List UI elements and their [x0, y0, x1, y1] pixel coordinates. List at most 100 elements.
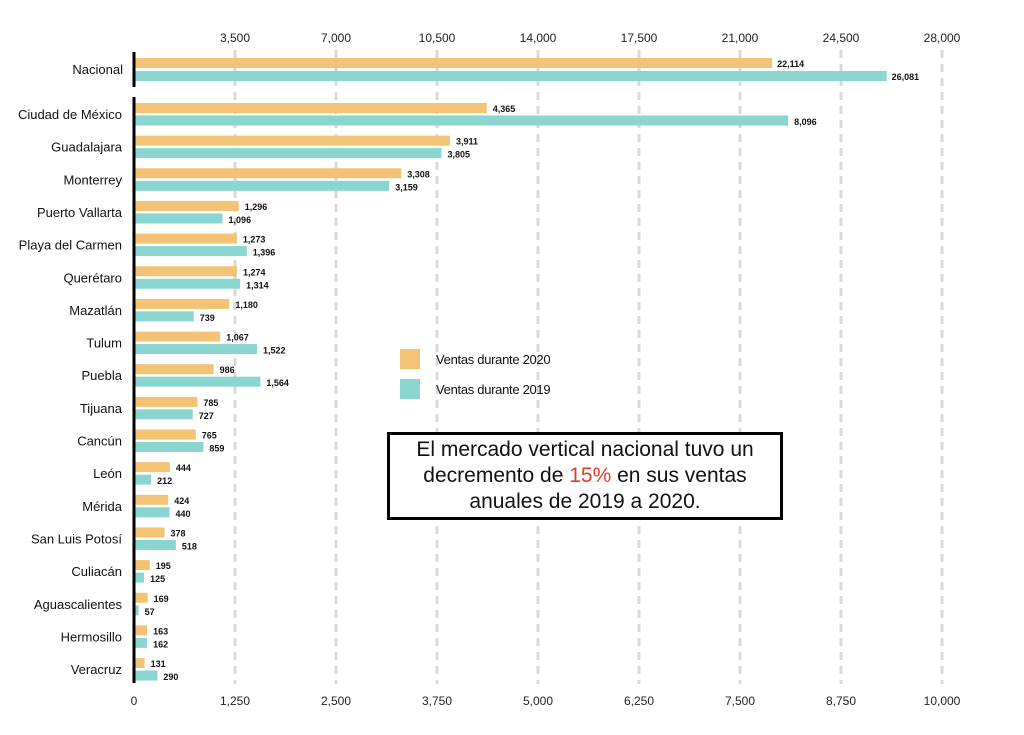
value-label-2020: 169 [154, 594, 169, 604]
bar-2019 [134, 637, 148, 648]
value-label-nacional-2020: 22,114 [777, 59, 804, 69]
bar-2019 [134, 246, 247, 257]
value-label-2020: 195 [156, 561, 171, 571]
top-tick-label: 24,500 [823, 31, 860, 45]
top-tick-label: 14,000 [520, 31, 557, 45]
value-label-2020: 785 [203, 398, 218, 408]
value-label-2019: 727 [199, 411, 214, 421]
value-label-2020: 1,180 [235, 300, 258, 310]
bar-2020 [134, 200, 239, 211]
bar-2020 [134, 462, 170, 473]
bar-2020 [134, 364, 214, 375]
value-label-2020: 1,273 [243, 235, 266, 245]
bar-2019 [134, 376, 261, 387]
bar-2019 [134, 213, 223, 224]
category-label: Mérida [82, 499, 123, 514]
bar-nacional-2019 [134, 71, 887, 81]
value-label-2020: 131 [151, 659, 166, 669]
value-label-2020: 3,911 [456, 137, 478, 147]
bar-2020 [134, 331, 221, 342]
top-tick-label: 7,000 [321, 31, 351, 45]
bottom-axis-ticks: 0 1,250 2,500 3,750 5,000 6,250 7,500 8,750 10,0… [131, 694, 961, 708]
bar-2020 [134, 429, 196, 440]
annotation-box: El mercado vertical nacional tuvo un dec… [387, 432, 783, 520]
bar-2020 [134, 560, 150, 571]
value-label-2019: 3,159 [395, 182, 418, 192]
bar-2020 [134, 494, 169, 505]
annotation-text-after: en sus ventas anuales de 2019 a 2020. [469, 464, 747, 513]
value-label-2020: 1,296 [245, 202, 268, 212]
bar-2019 [134, 605, 139, 616]
value-label-2019: 1,522 [263, 346, 286, 356]
bar-2020 [134, 135, 451, 146]
category-label: Hermosillo [61, 629, 122, 644]
bar-2020 [134, 592, 148, 603]
value-label-2020: 765 [202, 431, 217, 441]
value-label-2019: 1,096 [229, 215, 252, 225]
bar-2020 [134, 168, 402, 179]
value-label-2019: 440 [176, 509, 191, 519]
annotation-text-before: El mercado vertical nacional tuvo un dec… [416, 438, 754, 487]
value-label-2020: 986 [220, 365, 235, 375]
value-label-2019: 518 [182, 541, 197, 551]
value-label-2020: 4,365 [493, 104, 516, 114]
value-label-2019: 212 [157, 476, 172, 486]
category-label: Puebla [82, 368, 123, 383]
category-label: Guadalajara [51, 140, 123, 155]
bar-2020 [134, 625, 148, 636]
bottom-tick-label: 5,000 [523, 694, 553, 708]
value-label-2020: 1,274 [243, 267, 266, 277]
bar-2019 [134, 344, 257, 355]
category-label: Playa del Carmen [19, 238, 122, 253]
bar-2019 [134, 572, 145, 583]
bar-2019 [134, 278, 241, 289]
bar-2020 [134, 103, 487, 113]
bars: 22,114 26,081 4,365 8,096 3,911 3,805 3,308 3,1… [134, 58, 919, 682]
category-label: Monterrey [63, 172, 122, 187]
value-label-2019: 125 [150, 574, 165, 584]
category-label-nacional: Nacional [72, 62, 123, 77]
value-label-nacional-2019: 26,081 [892, 72, 920, 82]
bar-nacional-2020 [134, 58, 773, 68]
value-label-2020: 444 [176, 463, 191, 473]
bar-2019 [134, 409, 193, 420]
value-label-2019: 3,805 [447, 150, 470, 160]
category-labels: Nacional Ciudad de México Guadalajara Monte… [18, 62, 123, 677]
value-label-2019: 8,096 [794, 117, 817, 127]
bottom-tick-label: 10,000 [924, 694, 961, 708]
category-label: Cancún [77, 434, 122, 449]
value-label-2019: 290 [163, 672, 178, 682]
bar-2020 [134, 658, 145, 669]
category-label: Querétaro [63, 270, 122, 285]
top-tick-label: 10,500 [419, 31, 456, 45]
bottom-tick-label: 1,250 [220, 694, 250, 708]
value-label-2020: 424 [174, 496, 189, 506]
annotation-highlight: 15% [569, 464, 612, 487]
bar-2019 [134, 180, 390, 191]
top-tick-label: 17,500 [621, 31, 658, 45]
value-label-2020: 3,308 [407, 169, 430, 179]
bar-2019 [134, 115, 789, 126]
bottom-tick-label: 8,750 [826, 694, 856, 708]
category-label: León [93, 466, 122, 481]
bottom-tick-label: 3,750 [422, 694, 452, 708]
bottom-tick-label: 2,500 [321, 694, 351, 708]
category-label: San Luis Potosí [31, 531, 122, 546]
bar-2019 [134, 311, 194, 322]
value-label-2019: 1,396 [253, 248, 276, 258]
bar-2019 [134, 442, 204, 452]
value-label-2019: 739 [200, 313, 215, 323]
category-label: Mazatlán [69, 303, 122, 318]
bar-2020 [134, 396, 198, 407]
top-axis-ticks: 3,500 7,000 10,500 14,000 17,500 21,000 24,500… [220, 31, 961, 45]
category-label: Tulum [86, 336, 122, 351]
bar-2019 [134, 148, 442, 159]
bar-2019 [134, 670, 158, 681]
top-tick-label: 21,000 [722, 31, 759, 45]
category-label: Aguascalientes [34, 597, 123, 612]
category-label: Ciudad de México [18, 107, 122, 122]
value-label-2020: 378 [171, 528, 186, 538]
bar-2019 [134, 507, 170, 518]
category-label: Veracruz [71, 662, 122, 677]
